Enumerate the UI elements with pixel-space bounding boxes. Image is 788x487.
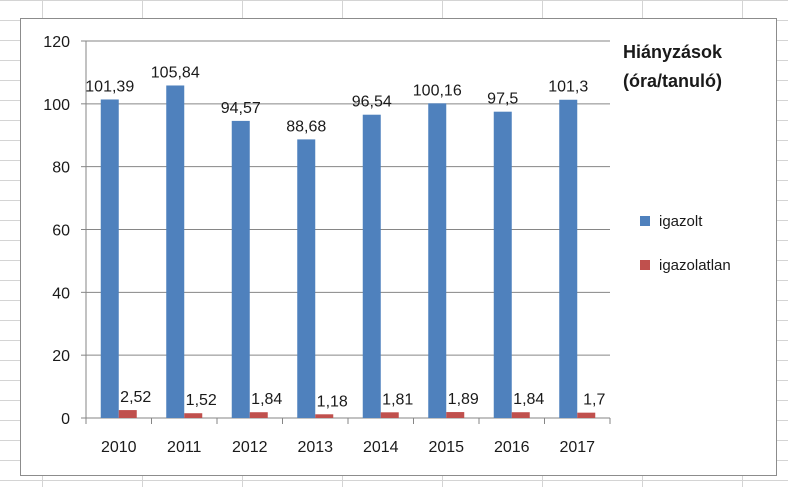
bar-igazolatlan-2013	[315, 414, 334, 418]
chart-title-line-1: Hiányzások	[623, 42, 723, 62]
bar-igazolt-2016	[493, 111, 512, 418]
bar-igazolatlan-2011	[184, 413, 203, 418]
chart-title-line-2: (óra/tanuló)	[623, 71, 722, 91]
bar-igazolt-2011	[166, 85, 185, 419]
bar-igazolatlan-2016	[511, 412, 530, 418]
data-label-igazolatlan-2010: 2,52	[120, 389, 151, 406]
y-tick-label-20: 20	[52, 348, 70, 365]
y-tick-label-60: 60	[52, 223, 70, 240]
y-tick-label-80: 80	[52, 160, 70, 177]
x-tick-label-2010: 2010	[101, 439, 137, 456]
x-tick-label-2014: 2014	[363, 439, 399, 456]
legend-swatch-igazolt	[640, 216, 650, 226]
bar-igazolatlan-2012	[249, 412, 268, 418]
data-label-igazolatlan-2016: 1,84	[513, 391, 544, 408]
legend-item-igazolatlan: igazolatlan	[640, 255, 731, 275]
data-label-igazolatlan-2011: 1,52	[186, 392, 217, 409]
bar-igazolatlan-2017	[577, 412, 596, 418]
data-label-igazolt-2017: 101,3	[548, 79, 588, 96]
data-label-igazolt-2012: 94,57	[221, 100, 261, 117]
bar-igazolt-2012	[231, 120, 250, 419]
chart-area[interactable]	[20, 18, 777, 476]
legend-item-igazolt: igazolt	[640, 211, 702, 231]
bar-igazolt-2014	[362, 114, 381, 419]
data-label-igazolatlan-2015: 1,89	[448, 391, 479, 408]
data-label-igazolatlan-2014: 1,81	[382, 391, 413, 408]
x-tick-label-2017: 2017	[559, 439, 595, 456]
bar-igazolt-2013	[297, 139, 316, 418]
data-label-igazolatlan-2013: 1,18	[317, 393, 348, 410]
bar-igazolt-2015	[428, 103, 447, 419]
data-label-igazolatlan-2017: 1,7	[583, 392, 605, 409]
bar-igazolt-2010	[100, 99, 119, 418]
legend-label-igazolatlan: igazolatlan	[659, 256, 731, 274]
legend-label-igazolt: igazolt	[659, 212, 703, 230]
bar-igazolatlan-2015	[446, 412, 465, 418]
legend-swatch-igazolatlan	[640, 260, 650, 270]
bar-igazolt-2017	[559, 99, 578, 418]
data-label-igazolt-2013: 88,68	[286, 118, 326, 135]
data-label-igazolt-2016: 97,5	[487, 91, 518, 108]
bar-igazolatlan-2010	[118, 410, 137, 418]
y-tick-label-100: 100	[43, 97, 70, 114]
x-tick-label-2015: 2015	[428, 439, 464, 456]
x-tick-label-2011: 2011	[167, 439, 202, 456]
y-tick-label-40: 40	[52, 285, 70, 302]
x-tick-label-2016: 2016	[494, 439, 530, 456]
data-label-igazolatlan-2012: 1,84	[251, 391, 282, 408]
chart-title: Hiányzások (óra/tanuló)	[623, 38, 773, 96]
y-tick-label-120: 120	[43, 34, 70, 51]
y-tick-label-0: 0	[61, 411, 70, 428]
data-label-igazolt-2011: 105,84	[151, 64, 200, 81]
data-label-igazolt-2014: 96,54	[352, 94, 392, 111]
data-label-igazolt-2015: 100,16	[413, 82, 462, 99]
x-tick-label-2012: 2012	[232, 439, 268, 456]
x-tick-label-2013: 2013	[297, 439, 333, 456]
data-label-igazolt-2010: 101,39	[85, 78, 134, 95]
bar-igazolatlan-2014	[380, 412, 399, 418]
